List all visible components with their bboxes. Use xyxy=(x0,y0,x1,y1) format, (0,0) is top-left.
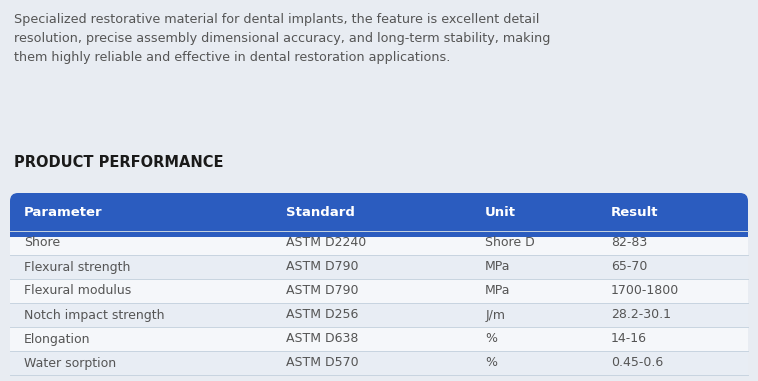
Text: 82-83: 82-83 xyxy=(611,237,647,250)
Text: MPa: MPa xyxy=(485,285,511,298)
Bar xyxy=(10,212,748,237)
Text: MPa: MPa xyxy=(485,261,511,274)
Text: Unit: Unit xyxy=(485,205,516,218)
Text: Shore: Shore xyxy=(24,237,60,250)
Bar xyxy=(10,279,748,303)
Text: ASTM D2240: ASTM D2240 xyxy=(286,237,366,250)
Text: 65-70: 65-70 xyxy=(611,261,647,274)
Text: %: % xyxy=(485,333,497,346)
Text: J/m: J/m xyxy=(485,309,506,322)
Text: ASTM D790: ASTM D790 xyxy=(286,285,359,298)
Text: PRODUCT PERFORMANCE: PRODUCT PERFORMANCE xyxy=(14,155,224,170)
Text: Flexural strength: Flexural strength xyxy=(24,261,130,274)
Bar xyxy=(10,303,748,327)
Text: Specialized restorative material for dental implants, the feature is excellent d: Specialized restorative material for den… xyxy=(14,13,550,64)
Text: Flexural modulus: Flexural modulus xyxy=(24,285,131,298)
Text: Elongation: Elongation xyxy=(24,333,90,346)
Text: 28.2-30.1: 28.2-30.1 xyxy=(611,309,671,322)
Text: Shore D: Shore D xyxy=(485,237,535,250)
Text: 14-16: 14-16 xyxy=(611,333,647,346)
Bar xyxy=(10,327,748,351)
Text: ASTM D256: ASTM D256 xyxy=(286,309,359,322)
Text: ASTM D570: ASTM D570 xyxy=(286,357,359,370)
Text: Parameter: Parameter xyxy=(24,205,102,218)
Bar xyxy=(10,231,748,255)
Text: Result: Result xyxy=(611,205,658,218)
Text: ASTM D790: ASTM D790 xyxy=(286,261,359,274)
Text: Standard: Standard xyxy=(286,205,355,218)
Text: 0.45-0.6: 0.45-0.6 xyxy=(611,357,663,370)
Text: %: % xyxy=(485,357,497,370)
Text: 1700-1800: 1700-1800 xyxy=(611,285,679,298)
Text: Water sorption: Water sorption xyxy=(24,357,116,370)
Bar xyxy=(10,255,748,279)
Text: Notch impact strength: Notch impact strength xyxy=(24,309,164,322)
FancyBboxPatch shape xyxy=(10,193,748,237)
Text: ASTM D638: ASTM D638 xyxy=(286,333,359,346)
Bar xyxy=(10,351,748,375)
